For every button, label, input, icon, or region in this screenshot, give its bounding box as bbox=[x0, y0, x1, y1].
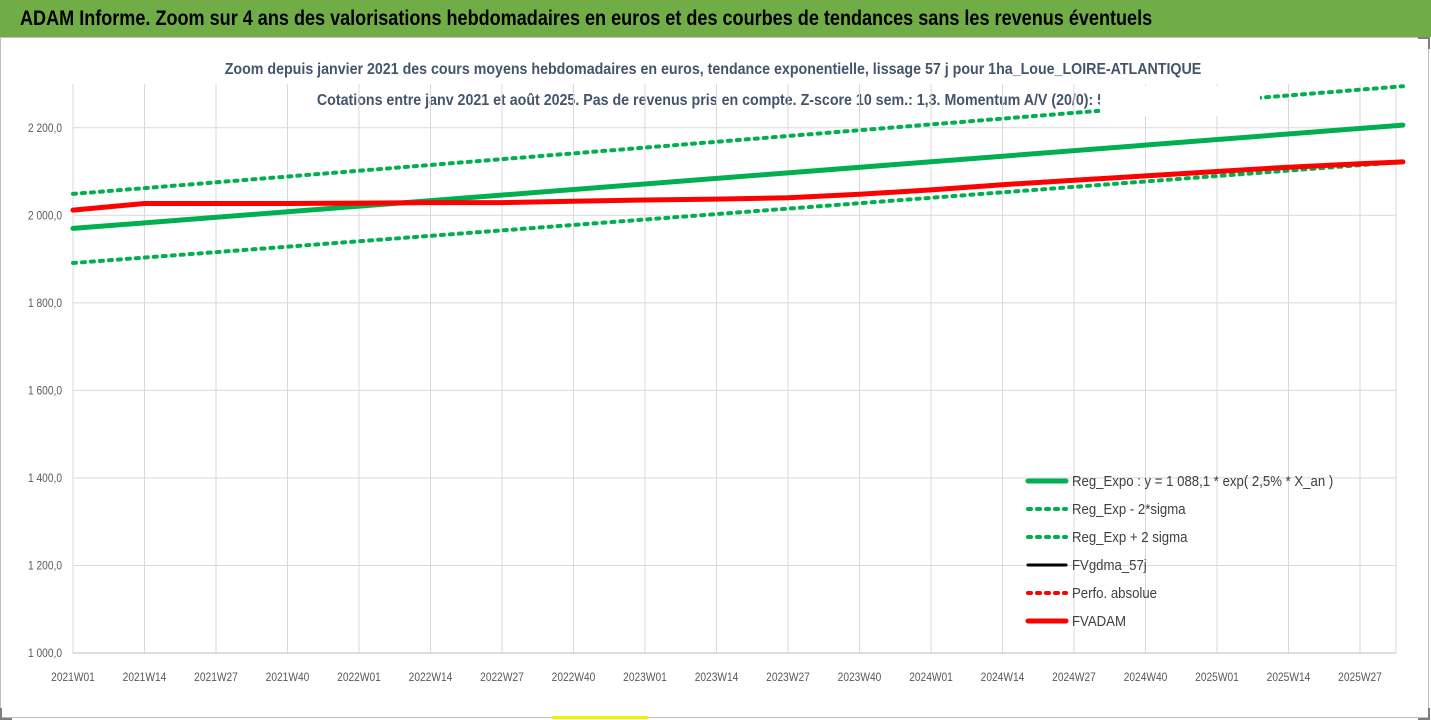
chart-subtitle: Cotations entre janv 2021 et août 2025. … bbox=[317, 91, 1109, 109]
banner-title: ADAM Informe. Zoom sur 4 ans des valoris… bbox=[20, 6, 1153, 30]
x-tick-label: 2024W14 bbox=[981, 671, 1025, 684]
legend-label: Reg_Exp + 2 sigma bbox=[1072, 528, 1188, 545]
series-line-1 bbox=[71, 159, 1405, 265]
y-tick-label: 1 800,0 bbox=[28, 297, 62, 310]
x-tick-label: 2023W27 bbox=[766, 671, 810, 684]
x-axis: 2021W01 2021W14 2021W27 2021W40 2022W01 2022W… bbox=[51, 652, 1396, 684]
x-tick-label: 2024W01 bbox=[909, 671, 953, 684]
frame-corner-handle bbox=[1418, 708, 1430, 720]
x-tick-label: 2022W01 bbox=[337, 671, 381, 684]
resize-handle bbox=[552, 716, 648, 719]
x-tick-label: 2021W01 bbox=[51, 671, 95, 684]
legend-label: FVADAM bbox=[1072, 612, 1126, 629]
x-tick-label: 2021W14 bbox=[123, 671, 167, 684]
legend-label: Reg_Expo : y = 1 088,1 * exp( 2,5% * X_a… bbox=[1072, 472, 1333, 489]
y-axis: 1 000,0 1 200,0 1 400,0 1 600,0 1 800,0 2 000… bbox=[28, 122, 62, 660]
frame-corner-handle bbox=[1418, 37, 1430, 49]
x-tick-label: 2024W40 bbox=[1124, 671, 1168, 684]
series-layer bbox=[70, 84, 1406, 265]
y-tick-label: 1 400,0 bbox=[28, 472, 62, 485]
gridlines bbox=[72, 84, 1397, 654]
x-tick-label: 2025W14 bbox=[1267, 671, 1311, 684]
frame-corner-handle bbox=[0, 708, 12, 720]
x-tick-label: 2022W27 bbox=[480, 671, 524, 684]
x-tick-label: 2022W40 bbox=[552, 671, 596, 684]
x-tick-label: 2024W27 bbox=[1052, 671, 1096, 684]
y-tick-label: 2 200,0 bbox=[28, 122, 62, 135]
x-tick-label: 2023W01 bbox=[623, 671, 667, 684]
x-tick-label: 2021W27 bbox=[194, 671, 238, 684]
x-tick-label: 2021W40 bbox=[266, 671, 310, 684]
x-tick-label: 2022W14 bbox=[409, 671, 453, 684]
x-tick-label: 2023W40 bbox=[838, 671, 882, 684]
subtitle-backdrop bbox=[1100, 86, 1260, 116]
series-line-5 bbox=[70, 159, 1406, 213]
y-tick-label: 1 600,0 bbox=[28, 385, 62, 398]
series-line-0 bbox=[70, 122, 1406, 231]
x-tick-label: 2023W14 bbox=[695, 671, 739, 684]
x-tick-label: 2025W27 bbox=[1338, 671, 1382, 684]
y-tick-label: 2 000,0 bbox=[28, 210, 62, 223]
report-banner: ADAM Informe. Zoom sur 4 ans des valoris… bbox=[0, 0, 1431, 37]
legend-label: Perfo. absolue bbox=[1072, 584, 1157, 601]
y-tick-label: 1 200,0 bbox=[28, 560, 62, 573]
x-tick-label: 2025W01 bbox=[1195, 671, 1239, 684]
legend-label: Reg_Exp - 2*sigma bbox=[1072, 500, 1186, 517]
legend: Reg_Expo : y = 1 088,1 * exp( 2,5% * X_a… bbox=[1025, 472, 1333, 629]
legend-label: FVgdma_57j bbox=[1072, 556, 1147, 573]
chart-title: Zoom depuis janvier 2021 des cours moyen… bbox=[225, 60, 1201, 78]
y-tick-label: 1 000,0 bbox=[28, 647, 62, 660]
chart-frame bbox=[0, 37, 1429, 718]
